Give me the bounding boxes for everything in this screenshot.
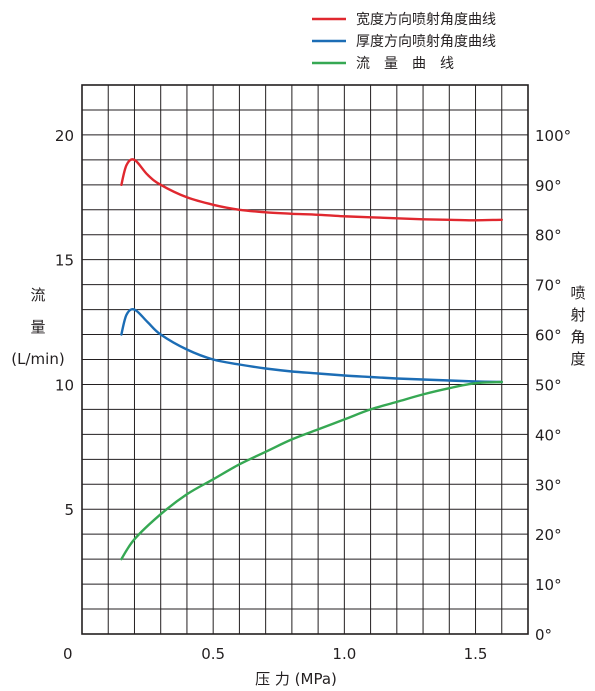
x-tick-label: 0 xyxy=(63,645,73,663)
series-line-2 xyxy=(120,308,503,384)
legend-label: 流 量 曲 线 xyxy=(356,56,454,72)
y-right-tick-label: 80° xyxy=(535,227,562,245)
y-left-tick-label: 20 xyxy=(55,127,74,145)
y-left-axis-label: (L/min) xyxy=(11,350,64,368)
y-right-axis-label: 角 xyxy=(570,328,585,346)
plot-frame xyxy=(81,84,529,635)
y-left-axis-label: 量 xyxy=(30,318,45,336)
axis-ticks: 0 0.5 1.0 1.5 5 10 15 20 0° 10° 20° 30° 40° 50° 60° 70°… xyxy=(55,127,571,663)
legend-label: 宽度方向喷射角度曲线 xyxy=(356,11,496,28)
series-line-1 xyxy=(120,158,503,222)
series-line-3 xyxy=(120,380,503,561)
plot-border xyxy=(81,84,529,635)
y-right-tick-label: 60° xyxy=(535,327,562,345)
series-lines xyxy=(120,158,503,561)
x-axis-label: 压 力 (MPa) xyxy=(255,670,337,688)
y-right-tick-label: 0° xyxy=(535,626,552,644)
y-left-axis-label: 流 xyxy=(30,286,45,304)
y-right-axis-label: 喷 xyxy=(570,284,585,302)
y-right-tick-label: 70° xyxy=(535,277,562,295)
y-right-tick-label: 20° xyxy=(535,526,562,544)
axis-labels: 压 力 (MPa) 流量 (L/min) 喷射角度 xyxy=(11,284,585,688)
y-right-tick-label: 30° xyxy=(535,476,562,494)
y-left-tick-label: 10 xyxy=(55,376,74,394)
x-tick-label: 0.5 xyxy=(201,645,225,663)
x-tick-label: 1.0 xyxy=(332,645,356,663)
y-right-tick-label: 50° xyxy=(535,376,562,394)
y-right-axis-label: 度 xyxy=(570,350,585,368)
y-right-tick-label: 10° xyxy=(535,576,562,594)
plot-grid xyxy=(82,85,528,634)
y-right-axis-label: 射 xyxy=(570,306,585,324)
y-left-tick-label: 15 xyxy=(55,252,74,270)
y-right-tick-label: 90° xyxy=(535,177,562,195)
y-right-tick-label: 40° xyxy=(535,426,562,444)
legend-label: 厚度方向喷射角度曲线 xyxy=(356,34,496,50)
y-right-tick-label: 100° xyxy=(535,127,571,145)
x-tick-label: 1.5 xyxy=(464,645,488,663)
y-left-tick-label: 5 xyxy=(64,501,74,519)
